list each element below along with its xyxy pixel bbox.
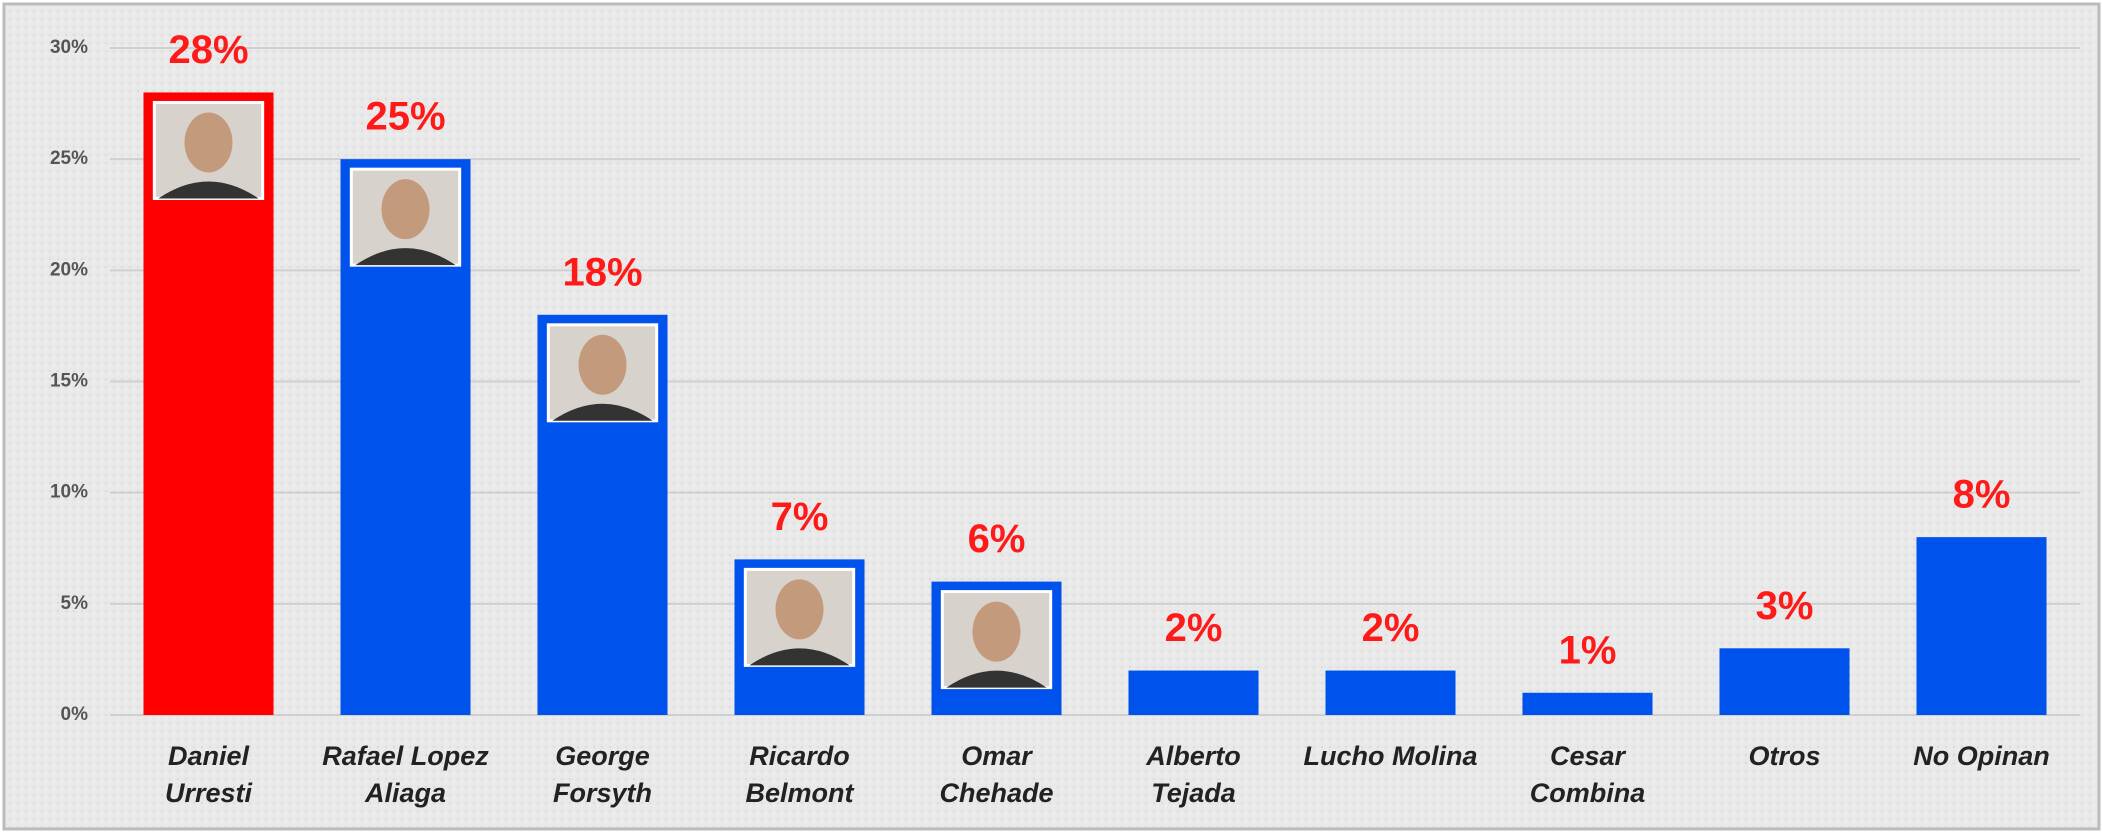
value-label: 1% xyxy=(1559,628,1617,672)
x-tick-label: No Opinan xyxy=(1913,741,2050,771)
photo-face xyxy=(776,579,824,639)
y-tick-label: 15% xyxy=(50,371,88,392)
value-label: 8% xyxy=(1953,473,2011,517)
y-tick-label: 0% xyxy=(61,704,89,725)
bar xyxy=(1719,648,1849,715)
y-tick-label: 5% xyxy=(61,593,89,614)
value-label: 2% xyxy=(1165,606,1223,650)
photo-face xyxy=(185,112,233,172)
value-label: 6% xyxy=(968,517,1026,561)
y-tick-label: 20% xyxy=(50,259,88,280)
photo-face xyxy=(579,335,627,395)
value-label: 2% xyxy=(1362,606,1420,650)
y-tick-label: 25% xyxy=(50,148,88,169)
value-label: 18% xyxy=(562,250,642,294)
bar xyxy=(1128,671,1258,715)
y-tick-label: 10% xyxy=(50,482,88,503)
value-label: 28% xyxy=(168,28,248,72)
photo-face xyxy=(973,602,1021,662)
x-tick-label: Otros xyxy=(1748,741,1820,771)
value-label: 7% xyxy=(771,495,829,539)
x-tick-label: Lucho Molina xyxy=(1304,741,1478,771)
bar xyxy=(1522,693,1652,715)
value-label: 25% xyxy=(365,95,445,139)
photo-face xyxy=(382,179,430,239)
bar xyxy=(1916,537,2046,715)
value-label: 3% xyxy=(1756,584,1814,628)
chart: 0%5%10%15%20%25%30%28%DanielUrresti25%Ra… xyxy=(0,0,2103,833)
y-tick-label: 30% xyxy=(50,37,88,58)
bar xyxy=(1325,671,1455,715)
